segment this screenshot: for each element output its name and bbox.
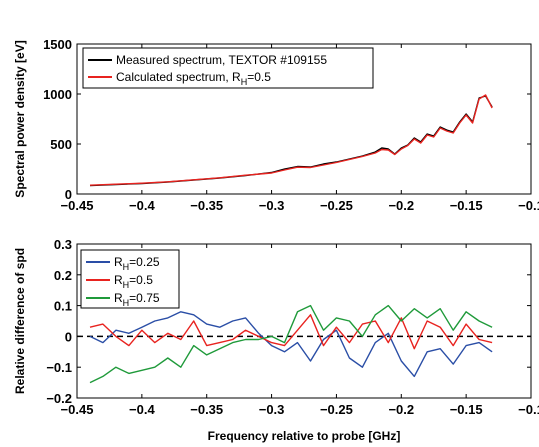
- difference-x-tick-label: −0.25: [320, 402, 353, 417]
- difference-x-tick-label: −0.4: [129, 402, 155, 417]
- spectrum-x-tick-label: −0.3: [259, 198, 285, 213]
- difference-plot-frame: [76, 243, 532, 399]
- legend-label-rh05: RH=0.5: [114, 273, 153, 290]
- difference-x-tick-label: −0.45: [61, 402, 94, 417]
- legend-label-measured: Measured spectrum, TEXTOR #109155: [116, 53, 327, 67]
- spectrum-y-tick-label: 1000: [43, 87, 72, 102]
- difference-x-tick-label: −0.2: [388, 402, 414, 417]
- difference-series-line-0: [89, 311, 493, 378]
- spectrum-x-tick-label: −0.35: [190, 198, 223, 213]
- legend-label-rh075: RH=0.75: [114, 291, 160, 308]
- spectrum-x-tick-label: −0.25: [320, 198, 353, 213]
- spectrum-x-tick-label: −0.1: [518, 198, 539, 213]
- spectrum-x-tick-label: −0.45: [61, 198, 94, 213]
- spectrum-legend: Measured spectrum, TEXTOR #109155 Calcul…: [82, 47, 374, 89]
- legend-label-rh025: RH=0.25: [114, 255, 160, 272]
- spectrum-y-tick-label: 500: [50, 137, 72, 152]
- spectrum-panel: −0.45 −0.4 −0.35 −0.3 −0.25 −0.2 −0.15 −0.1 0 50…: [13, 37, 539, 213]
- difference-y-tick-label: 0: [65, 329, 72, 344]
- difference-x-tick-label: −0.15: [450, 402, 483, 417]
- difference-x-tick-label: −0.1: [518, 402, 539, 417]
- difference-y-tick-label: −0.2: [46, 391, 72, 406]
- difference-x-tick-label: −0.35: [190, 402, 223, 417]
- difference-y-tick-label: −0.1: [46, 360, 72, 375]
- difference-y-tick-label: 0.3: [54, 237, 72, 252]
- spectrum-series-line-1: [89, 94, 493, 186]
- difference-panel: −0.45 −0.4 −0.35 −0.3 −0.25 −0.2 −0.15 −0.1 −0.…: [13, 237, 539, 443]
- spectrum-series-line-0: [89, 95, 493, 187]
- spectrum-x-tick-label: −0.15: [450, 198, 483, 213]
- spectrum-y-axis-label: Spectral power density [eV]: [13, 40, 27, 197]
- difference-y-tick-label: 0.1: [54, 299, 72, 314]
- spectrum-y-tick-label: 0: [65, 187, 72, 202]
- difference-series-line-1: [89, 314, 493, 350]
- spectrum-x-tick-label: −0.4: [129, 198, 155, 213]
- difference-legend: RH=0.25 RH=0.5 RH=0.75: [80, 249, 180, 309]
- difference-series-line-2: [89, 304, 493, 384]
- difference-y-tick-label: 0.2: [54, 268, 72, 283]
- spectrum-plot-frame: [76, 43, 532, 195]
- spectrum-legend-box: [82, 47, 374, 89]
- difference-x-axis-label: Frequency relative to probe [GHz]: [208, 429, 401, 443]
- difference-y-axis-label: Relative difference of spd: [13, 248, 27, 394]
- difference-x-tick-label: −0.3: [259, 402, 285, 417]
- legend-label-calculated: Calculated spectrum, RH=0.5: [116, 70, 271, 87]
- spectrum-y-tick-label: 1500: [43, 37, 72, 52]
- spectrum-x-tick-label: −0.2: [388, 198, 414, 213]
